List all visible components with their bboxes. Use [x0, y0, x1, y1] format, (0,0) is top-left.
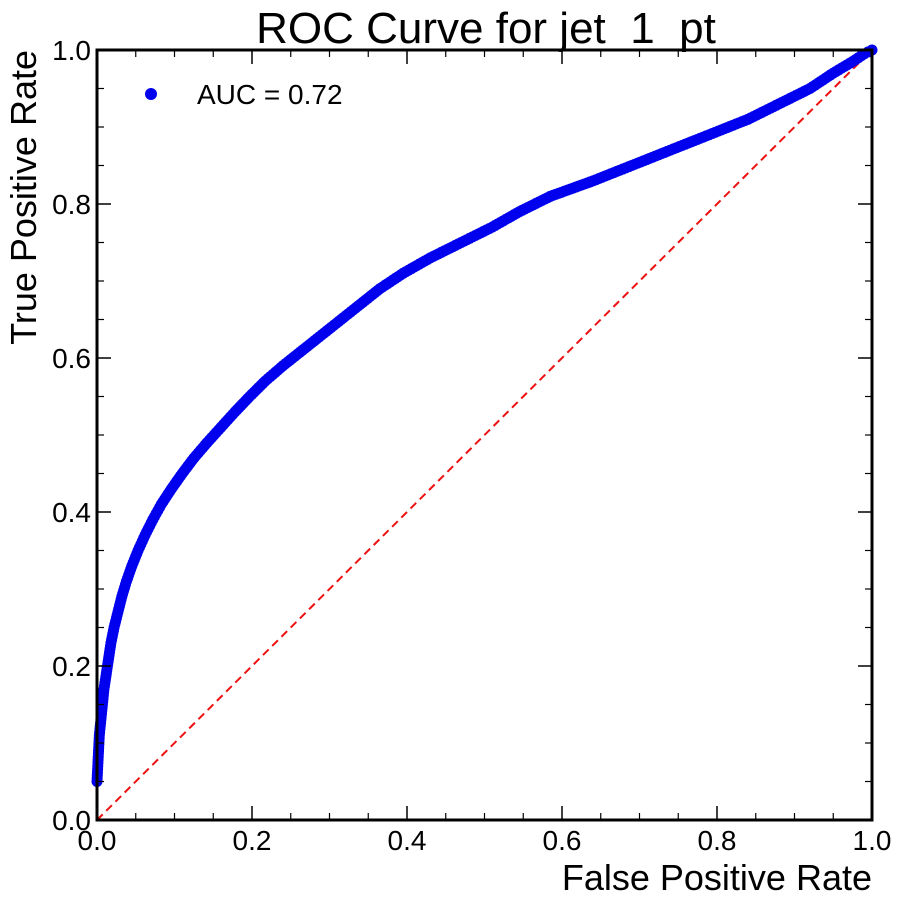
chart-title: ROC Curve for jet_1_pt: [256, 4, 716, 53]
y-tick-label: 0.2: [52, 651, 91, 682]
x-axis-label: False Positive Rate: [562, 857, 872, 898]
plot-area: [91, 44, 878, 821]
y-tick-label: 0.4: [52, 497, 91, 528]
x-tick-label: 0.4: [388, 825, 427, 856]
legend: AUC = 0.72: [145, 79, 343, 110]
y-tick-label: 1.0: [52, 35, 91, 66]
legend-label: AUC = 0.72: [197, 79, 343, 110]
plot-frame: [95, 48, 874, 822]
x-tick-label: 0.0: [78, 825, 117, 856]
x-tick-label: 0.6: [543, 825, 582, 856]
x-tick-label: 0.2: [233, 825, 272, 856]
legend-marker: [145, 88, 157, 100]
x-tick-label: 0.8: [698, 825, 737, 856]
y-axis-label: True Positive Rate: [3, 50, 44, 345]
y-tick-label: 0.6: [52, 343, 91, 374]
tick-labels: 0.0 0.2 0.4 0.6 0.8 1.0 0.0 0.2 0.4 0.6 0.8 1.0: [52, 35, 891, 856]
y-tick-label: 0.8: [52, 189, 91, 220]
y-tick-label: 0.0: [52, 805, 91, 836]
x-tick-label: 1.0: [853, 825, 892, 856]
reference-diagonal-line: [96, 49, 873, 821]
